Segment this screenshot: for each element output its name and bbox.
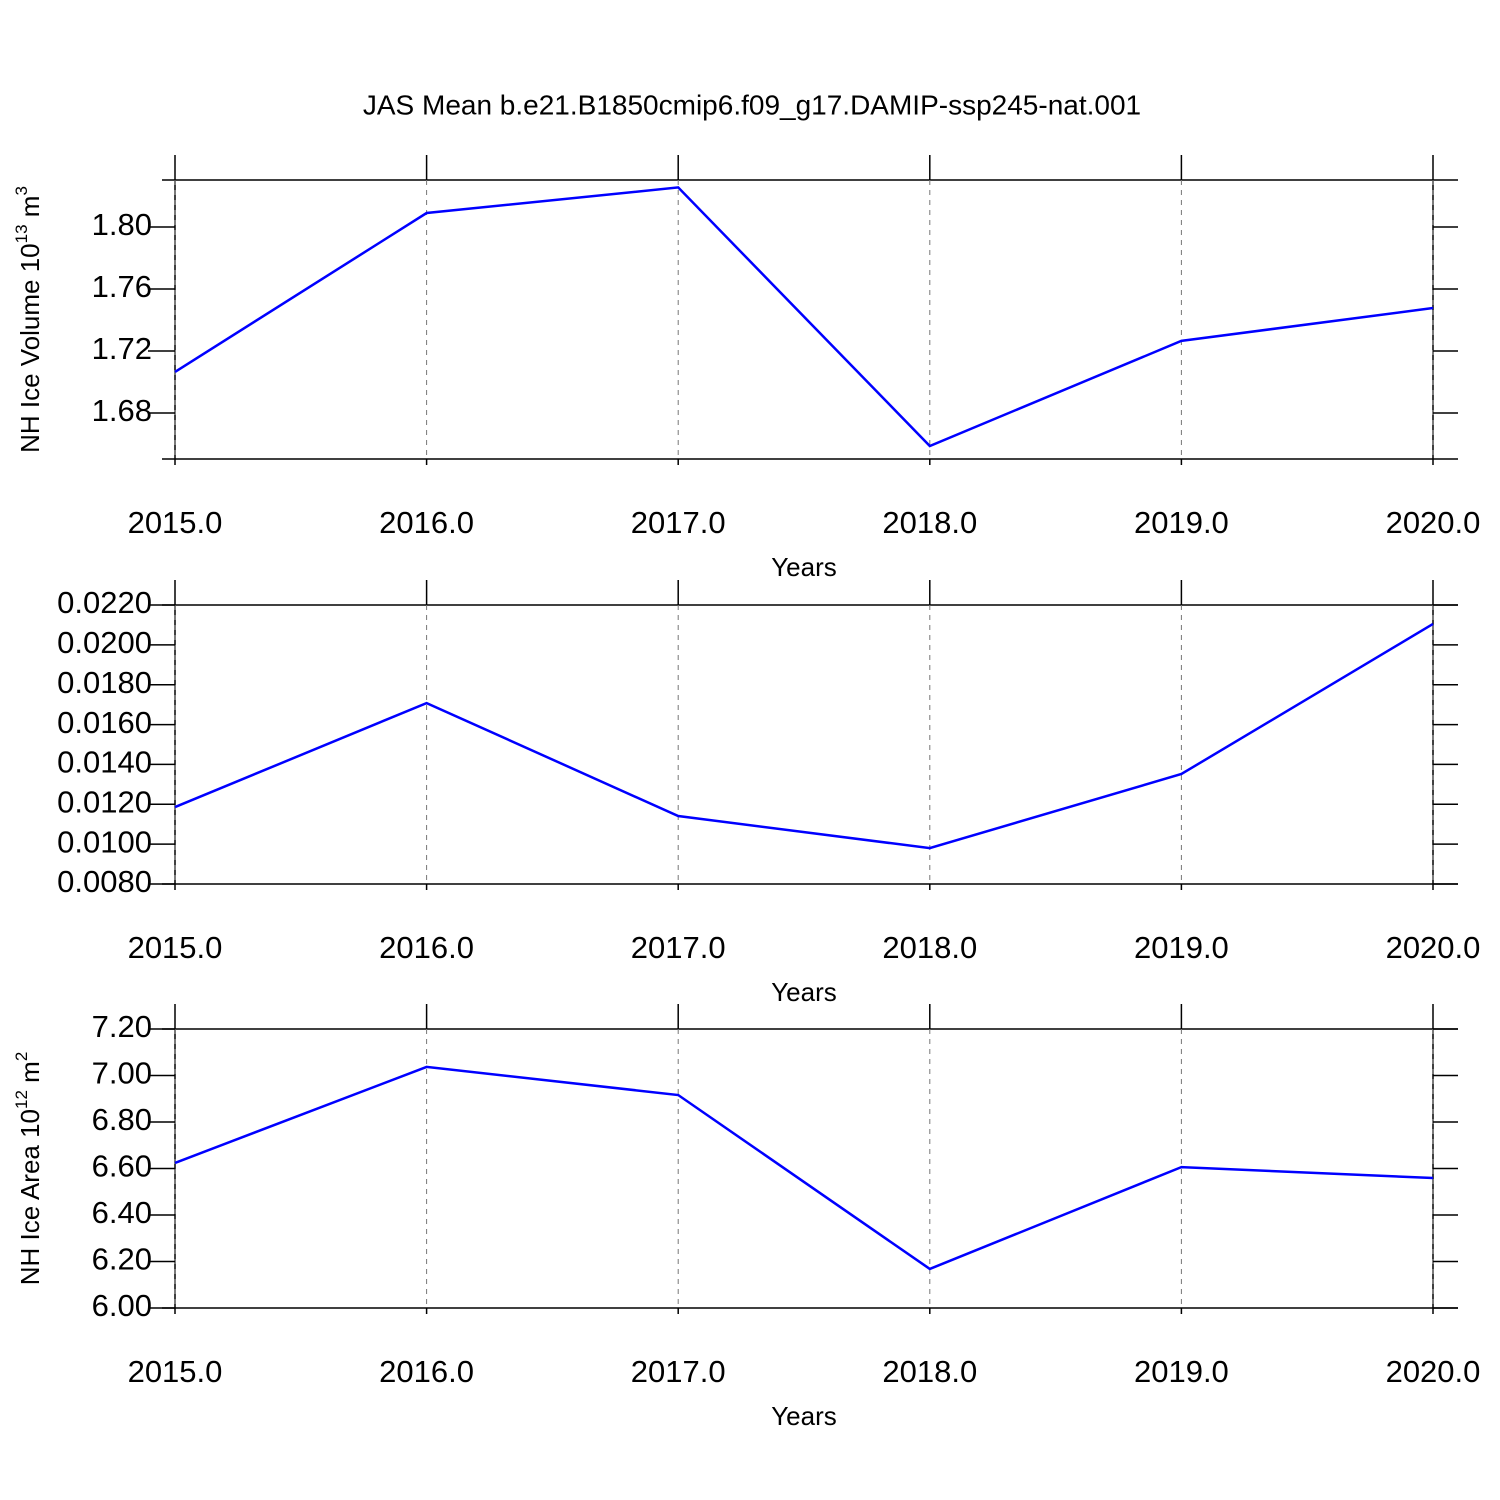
x-tick-label: 2019.0 — [1134, 930, 1229, 965]
y-tick-label: 6.20 — [92, 1242, 152, 1277]
y-tick-label: 0.0120 — [57, 784, 152, 819]
x-tick-label: 2018.0 — [882, 1354, 977, 1389]
x-tick-label: 2015.0 — [128, 1354, 223, 1389]
label-part: NH Ice Area 10 — [15, 1109, 45, 1285]
y-tick-label: 0.0140 — [57, 745, 152, 780]
y-axis-label: NH Ice Volume 1013 m3 — [12, 186, 45, 453]
y-tick-label: 1.80 — [92, 207, 152, 242]
y-tick-label: 0.0160 — [57, 705, 152, 740]
x-tick-label: 2019.0 — [1134, 1354, 1229, 1389]
y-tick-label: 6.80 — [92, 1102, 152, 1137]
x-tick-label: 2018.0 — [882, 930, 977, 965]
x-tick-label: 2017.0 — [631, 1354, 726, 1389]
y-tick-label: 7.00 — [92, 1056, 152, 1091]
superscript: 13 — [12, 224, 31, 243]
x-tick-label: 2017.0 — [631, 930, 726, 965]
y-tick-label: 0.0100 — [57, 824, 152, 859]
y-tick-label: 6.60 — [92, 1149, 152, 1184]
x-tick-label: 2019.0 — [1134, 505, 1229, 540]
x-axis-label: Years — [771, 977, 837, 1007]
y-tick-label: 6.00 — [92, 1288, 152, 1323]
y-tick-label: 6.40 — [92, 1195, 152, 1230]
superscript: 2 — [12, 1052, 31, 1061]
y-tick-label: 1.72 — [92, 331, 152, 366]
y-axis-label: NH Ice Area 1012 m2 — [12, 1052, 45, 1286]
x-tick-label: 2020.0 — [1386, 930, 1481, 965]
x-tick-label: 2018.0 — [882, 505, 977, 540]
label-part: m — [15, 196, 45, 225]
x-tick-label: 2020.0 — [1386, 1354, 1481, 1389]
y-tick-label: 0.0080 — [57, 864, 152, 899]
x-axis-label: Years — [771, 552, 837, 582]
data-line — [174, 1065, 1434, 1271]
superscript: 12 — [12, 1090, 31, 1109]
x-tick-label: 2016.0 — [379, 505, 474, 540]
x-tick-label: 2015.0 — [128, 930, 223, 965]
data-line — [174, 622, 1434, 850]
superscript: 3 — [12, 186, 31, 195]
y-tick-label: 0.0180 — [57, 665, 152, 700]
x-tick-label: 2016.0 — [379, 930, 474, 965]
x-tick-label: 2016.0 — [379, 1354, 474, 1389]
data-line — [174, 186, 1434, 448]
y-tick-label: 7.20 — [92, 1009, 152, 1044]
chart-title: JAS Mean b.e21.B1850cmip6.f09_g17.DAMIP-… — [363, 89, 1141, 120]
y-tick-label: 0.0200 — [57, 625, 152, 660]
x-tick-label: 2020.0 — [1386, 505, 1481, 540]
y-tick-label: 0.0220 — [57, 585, 152, 620]
x-tick-label: 2017.0 — [631, 505, 726, 540]
label-part: m — [15, 1061, 45, 1090]
y-tick-label: 1.68 — [92, 393, 152, 428]
x-axis-label: Years — [771, 1401, 837, 1431]
y-tick-label: 1.76 — [92, 269, 152, 304]
label-part: NH Ice Volume 10 — [15, 243, 45, 453]
x-tick-label: 2015.0 — [128, 505, 223, 540]
